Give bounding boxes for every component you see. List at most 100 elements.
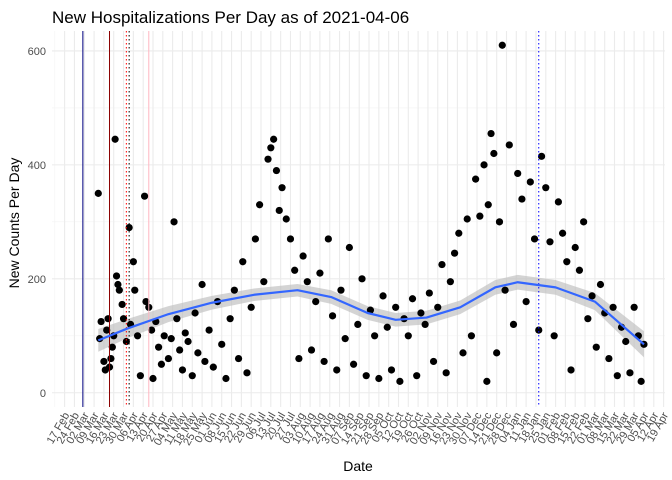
x-axis-title: Date [343,458,373,474]
data-point [522,298,530,306]
data-point [122,337,130,346]
data-point [129,258,137,266]
data-point [341,335,349,343]
trend-line [97,281,645,346]
data-point [563,258,571,266]
data-point [176,346,184,354]
data-point [303,278,311,286]
data-point [498,41,506,49]
data-point [487,129,495,138]
data-point [358,275,366,283]
data-point [234,354,243,363]
data-point [170,218,178,226]
data-point [584,315,592,323]
reference-lines [82,31,540,407]
y-tick-label: 200 [28,274,46,286]
data-point [333,366,341,374]
data-point [526,178,534,186]
data-point [514,169,522,178]
data-point [483,377,491,385]
smooth-trend-line [97,281,645,346]
data-point [100,357,108,366]
data-point [425,289,433,297]
data-point [609,303,617,311]
data-point [97,317,105,326]
data-point [243,369,251,377]
data-point [324,235,332,243]
data-point [119,315,128,323]
data-point [201,357,209,366]
plot-panel [52,31,665,407]
data-point [567,366,575,374]
data-point [191,309,199,317]
data-point [371,332,379,340]
data-point [379,292,387,300]
data-point [226,315,234,323]
data-point [275,206,283,215]
data-point [299,252,307,260]
data-point [112,272,121,280]
data-point [194,349,202,357]
data-point [147,326,156,334]
data-point [140,192,149,200]
data-point [493,349,501,357]
data-point [272,166,281,175]
data-point [592,343,600,351]
data-point [118,300,126,309]
data-point [282,215,290,223]
data-point [133,332,142,340]
data-point [613,372,621,380]
data-point [571,243,579,252]
data-point [480,161,488,169]
data-point [467,332,476,340]
data-point [530,235,539,243]
data-point [286,235,295,243]
data-point [178,366,187,374]
data-point [316,269,324,277]
data-point [575,266,584,274]
data-point [408,295,417,303]
data-point [247,303,255,311]
data-point [546,238,554,246]
data-point [114,280,122,289]
data-point [251,235,259,243]
data-point [438,260,446,269]
data-point [421,320,429,328]
data-point [104,315,112,323]
data-point [107,354,115,363]
data-point [222,374,230,383]
data-point [463,215,471,223]
data-point [434,303,442,311]
data-point [580,218,588,226]
data-point [337,286,345,294]
data-point [537,152,546,160]
data-point [366,306,375,314]
data-point [312,298,320,306]
data-point [450,249,459,257]
data-point [131,286,139,294]
data-point [267,144,275,152]
data-point [626,369,634,377]
data-point [429,357,438,366]
data-point [160,332,168,340]
data-point [218,340,226,348]
data-point [108,343,116,351]
data-point [387,366,396,374]
data-point [362,372,370,380]
data-point [103,326,111,334]
data-point [256,201,264,209]
data-point [509,320,518,328]
data-point [111,135,119,143]
data-point [157,360,166,368]
data-point [413,372,421,380]
data-point [155,343,163,351]
data-point [149,374,157,383]
data-point [181,329,189,337]
data-points [94,41,648,385]
minor-grid [52,31,665,407]
data-point [320,357,328,366]
y-tick-label: 0 [40,388,46,400]
data-point [542,184,550,192]
